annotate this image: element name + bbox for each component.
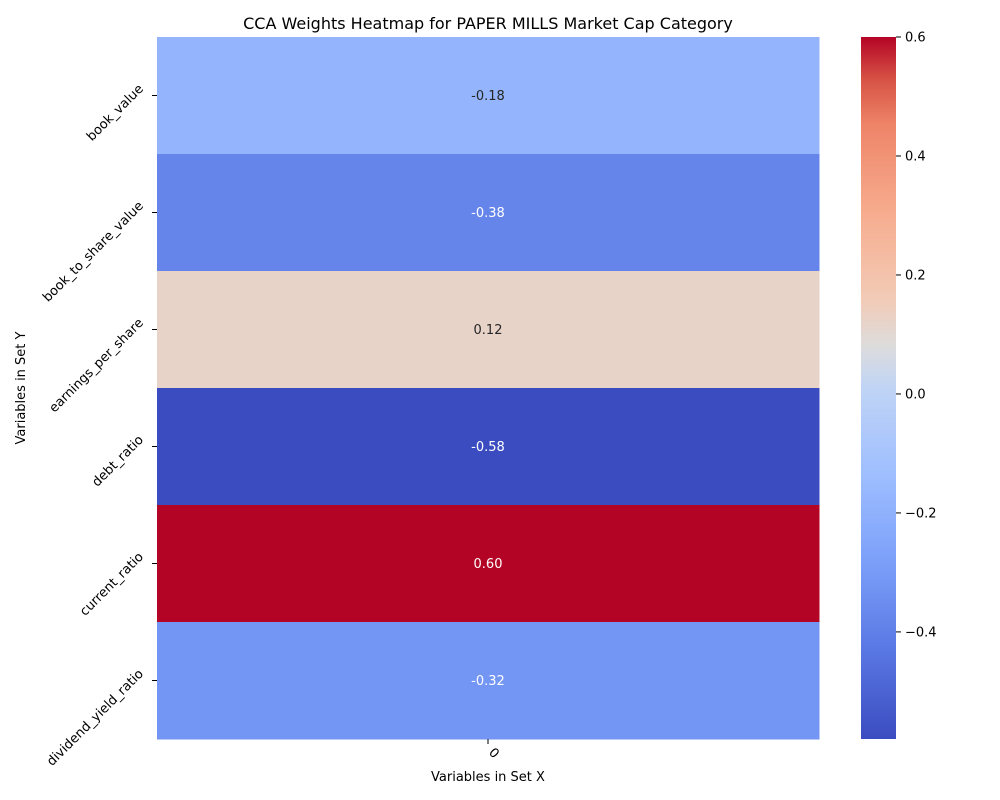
colorbar-tick-label: 0.0 (905, 387, 926, 402)
colorbar-tick-label: 0.6 (905, 31, 926, 46)
colorbar-tick-label: −0.2 (905, 506, 937, 521)
cell-value-label: -0.58 (471, 440, 505, 455)
colorbar-tick-label: 0.4 (905, 149, 926, 164)
y-tick-label: dividend_yield_ratio (44, 667, 147, 770)
heatmap-cells (157, 37, 820, 740)
heatmap-value-labels: -0.18 -0.38 0.12 -0.58 0.60 -0.32 (471, 89, 505, 689)
chart-title: CCA Weights Heatmap for PAPER MILLS Mark… (243, 14, 733, 33)
cell-value-label: -0.38 (471, 206, 505, 221)
y-axis-label: Variables in Set Y (14, 331, 29, 444)
heatmap-cell (157, 37, 820, 155)
cell-value-label: -0.32 (471, 674, 505, 689)
cell-value-label: 0.12 (474, 323, 503, 338)
cell-value-label: -0.18 (471, 89, 505, 104)
y-tick-label: earnings_per_share (47, 316, 147, 416)
y-tick-label: debt_ratio (89, 433, 146, 490)
heatmap-cell (157, 388, 820, 506)
colorbar (861, 37, 896, 739)
x-axis-label: Variables in Set X (431, 770, 545, 785)
x-axis-ticks: 0 (485, 739, 502, 762)
y-tick-label: current_ratio (77, 550, 147, 620)
colorbar-ticks: 0.6 0.4 0.2 0.0 −0.2 −0.4 (896, 31, 937, 640)
heatmap-cell (157, 505, 820, 623)
colorbar-tick-label: −0.4 (905, 625, 937, 640)
heatmap-cell (157, 154, 820, 272)
x-tick-label: 0 (485, 745, 501, 761)
y-axis-ticks: book_value book_to_share_valueearnings_pe… (40, 82, 157, 770)
y-tick-label: book_to_share_value (40, 199, 147, 306)
colorbar-tick-label: 0.2 (905, 268, 926, 283)
cell-value-label: 0.60 (474, 557, 503, 572)
heatmap-cell (157, 271, 820, 389)
y-tick-label: book_value (84, 82, 147, 145)
heatmap-cell (157, 622, 820, 740)
